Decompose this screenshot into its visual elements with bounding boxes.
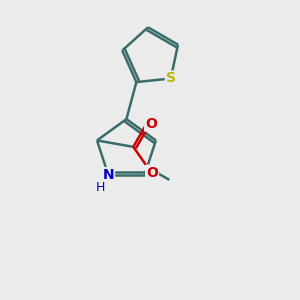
Text: N: N <box>103 168 114 182</box>
Text: O: O <box>146 166 158 180</box>
Text: O: O <box>145 117 157 131</box>
Text: H: H <box>96 181 106 194</box>
Text: S: S <box>166 71 176 85</box>
